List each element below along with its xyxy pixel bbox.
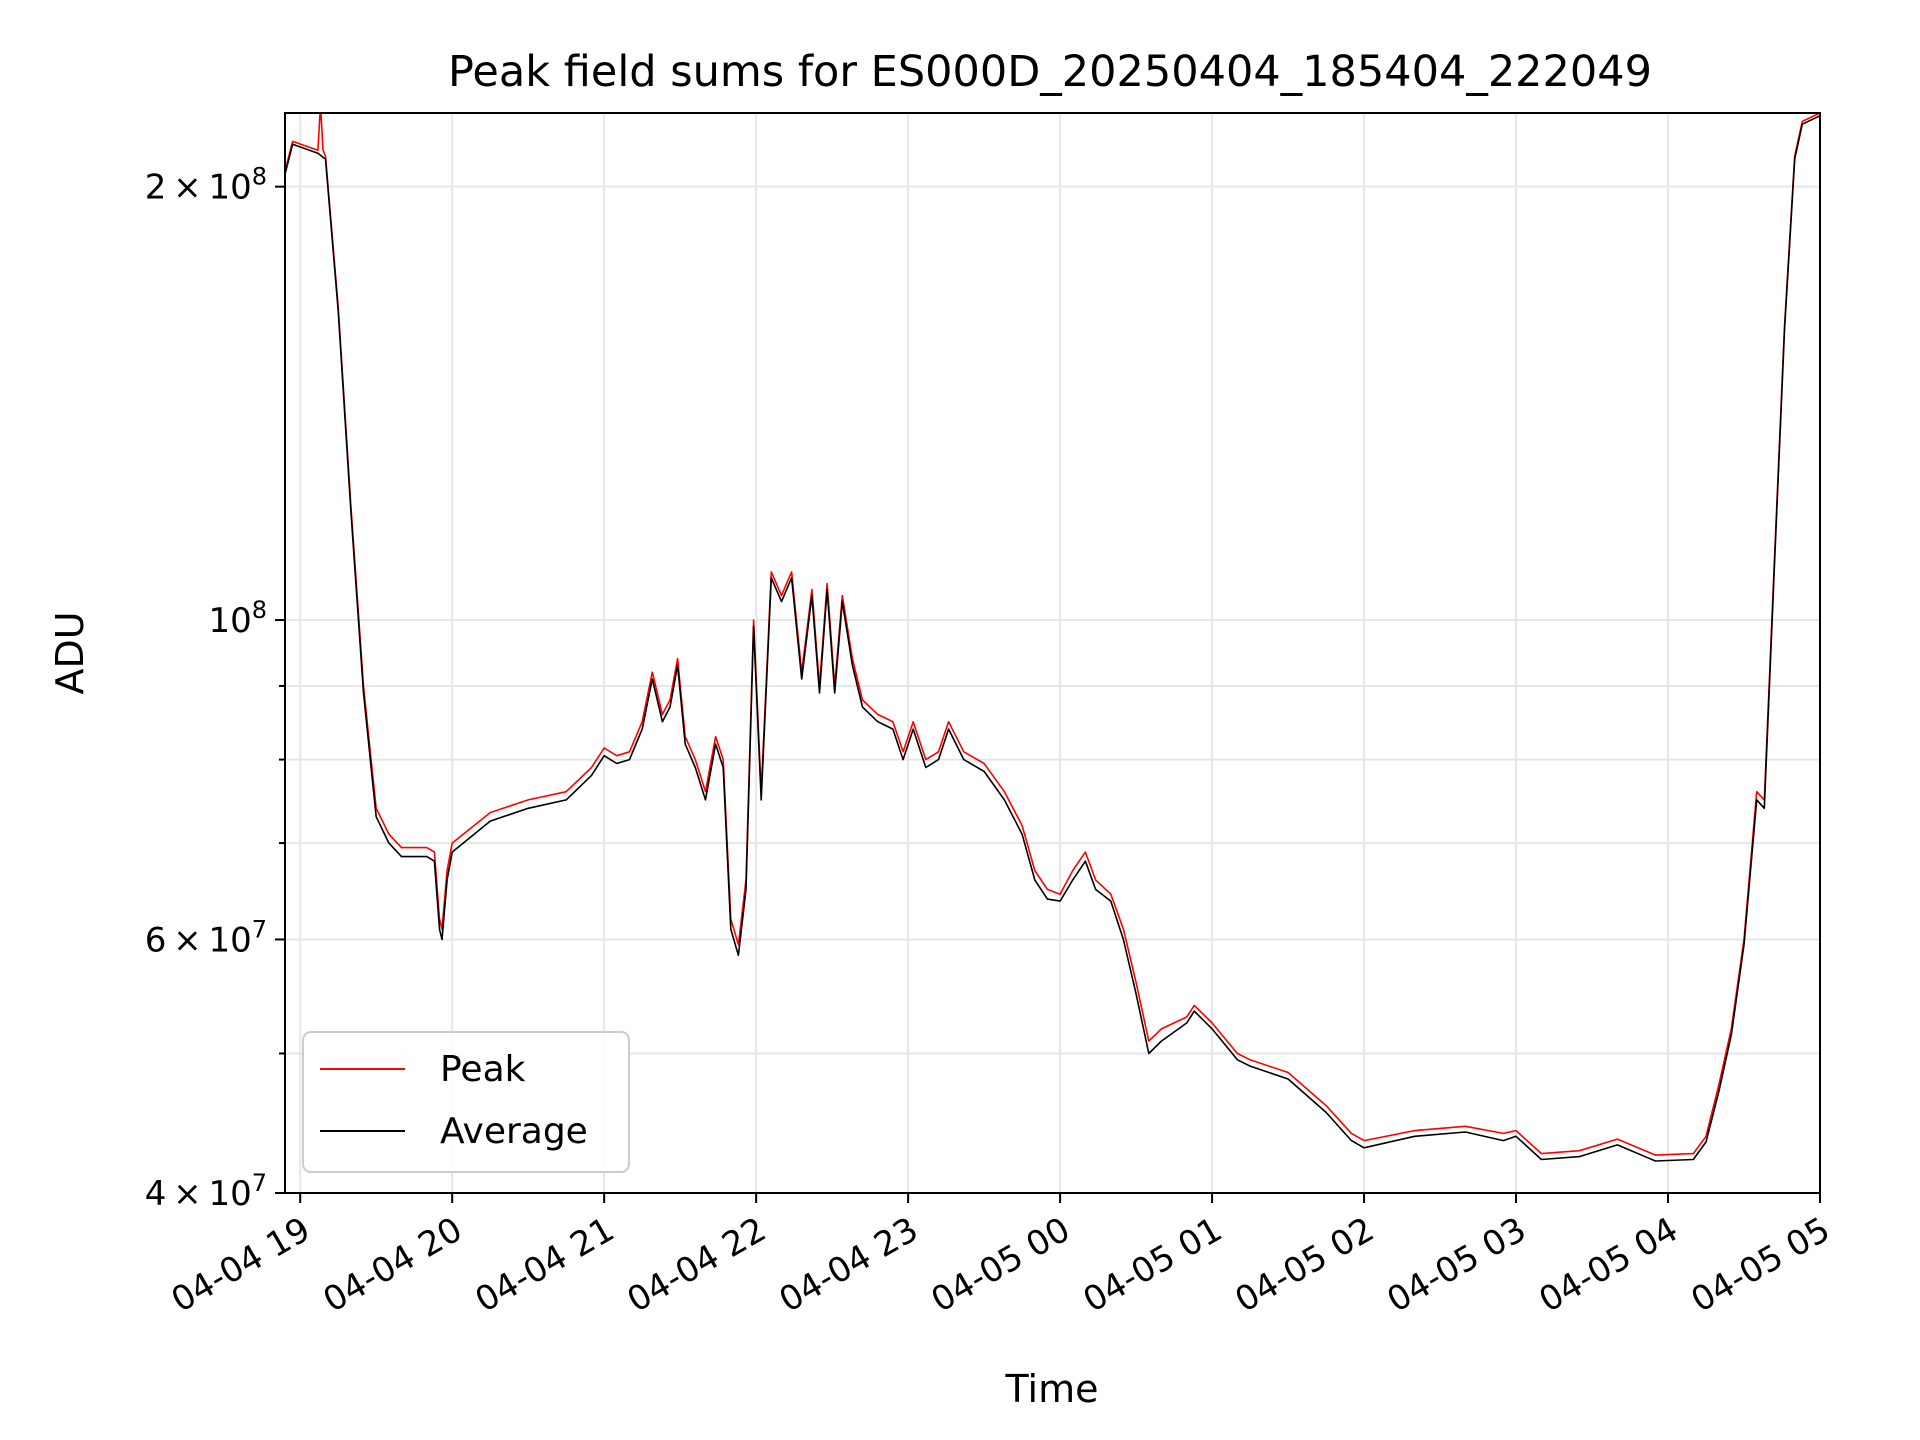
plot-lines	[285, 113, 1820, 1162]
series-line-peak	[285, 113, 1820, 1156]
plot-frame	[284, 112, 1821, 1194]
y-tick-label: 4 × 107	[145, 1169, 267, 1214]
x-tick-label: 04-04 22	[621, 1210, 773, 1321]
x-tick-label: 04-04 19	[165, 1210, 317, 1321]
chart-title: Peak field sums for ES000D_20250404_1854…	[448, 47, 1652, 97]
legend-label-peak: Peak	[440, 1049, 526, 1090]
x-tick-label: 04-05 02	[1229, 1210, 1381, 1321]
axis-ticks	[275, 185, 1821, 1203]
y-axis-label: ADU	[48, 611, 92, 694]
y-tick-labels: 4 × 107 6 × 107 108 2 × 108	[145, 163, 267, 1214]
x-axis-label: Time	[1005, 1367, 1099, 1411]
x-tick-label: 04-05 01	[1077, 1210, 1229, 1321]
x-tick-labels: 04-04 19 04-04 20 04-04 21 04-04 22 04-04 23…	[165, 1210, 1837, 1321]
x-tick-label: 04-05 03	[1381, 1210, 1533, 1321]
legend-label-average: Average	[440, 1111, 588, 1152]
x-tick-label: 04-04 20	[317, 1210, 469, 1321]
series-line-average	[285, 115, 1820, 1162]
x-tick-label: 04-05 05	[1685, 1210, 1837, 1321]
x-tick-label: 04-05 00	[925, 1210, 1077, 1321]
y-tick-label: 6 × 107	[145, 915, 267, 960]
y-tick-label: 2 × 108	[145, 163, 267, 208]
legend-box	[302, 1031, 630, 1173]
x-tick-label: 04-04 21	[469, 1210, 621, 1321]
x-tick-label: 04-05 04	[1533, 1210, 1685, 1321]
legend: Peak Average	[302, 1031, 630, 1173]
x-tick-label: 04-04 23	[773, 1210, 925, 1321]
y-tick-label: 108	[208, 596, 267, 641]
